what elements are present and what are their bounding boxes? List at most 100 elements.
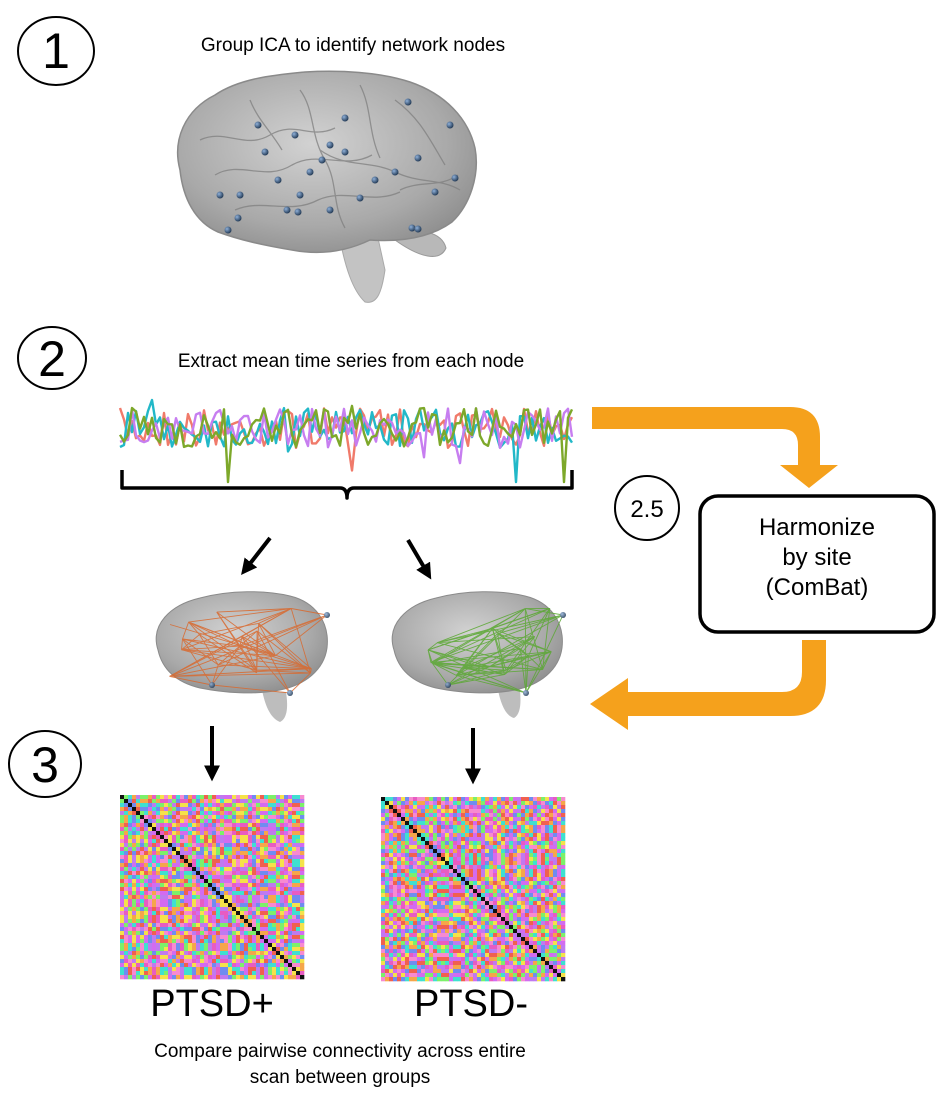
- matrix-cell: [517, 853, 522, 858]
- matrix-cell: [497, 973, 502, 978]
- matrix-cell: [216, 875, 221, 880]
- matrix-cell: [561, 849, 566, 854]
- matrix-cell: [457, 881, 462, 886]
- matrix-cell: [561, 945, 566, 950]
- matrix-cell: [549, 901, 554, 906]
- matrix-cell: [493, 797, 498, 802]
- matrix-cell: [445, 933, 450, 938]
- matrix-cell: [184, 959, 189, 964]
- connectivity-edge: [241, 636, 258, 671]
- matrix-cell: [553, 901, 558, 906]
- matrix-cell: [453, 977, 458, 982]
- matrix-cell: [493, 953, 498, 958]
- matrix-cell: [140, 903, 145, 908]
- matrix-cell: [136, 831, 141, 836]
- matrix-cell: [501, 837, 506, 842]
- matrix-cell: [204, 855, 209, 860]
- matrix-cell: [288, 855, 293, 860]
- matrix-cell: [425, 861, 430, 866]
- matrix-cell: [397, 849, 402, 854]
- matrix-cell: [529, 881, 534, 886]
- matrix-cell: [256, 839, 261, 844]
- matrix-cell: [144, 835, 149, 840]
- matrix-cell: [172, 947, 177, 952]
- matrix-cell: [252, 847, 257, 852]
- matrix-cell: [449, 813, 454, 818]
- matrix-cell: [393, 825, 398, 830]
- matrix-cell: [252, 887, 257, 892]
- matrix-cell: [136, 971, 141, 976]
- matrix-cell: [465, 933, 470, 938]
- matrix-cell: [481, 849, 486, 854]
- matrix-cell: [208, 799, 213, 804]
- matrix-cell: [469, 845, 474, 850]
- matrix-cell: [557, 877, 562, 882]
- matrix-cell: [429, 977, 434, 982]
- matrix-cell: [300, 799, 305, 804]
- matrix-cell: [553, 889, 558, 894]
- matrix-cell: [140, 891, 145, 896]
- matrix-cell: [192, 951, 197, 956]
- matrix-cell: [545, 829, 550, 834]
- matrix-cell: [497, 957, 502, 962]
- matrix-cell: [517, 801, 522, 806]
- matrix-cell: [192, 935, 197, 940]
- matrix-cell: [397, 933, 402, 938]
- matrix-cell: [497, 913, 502, 918]
- matrix-cell: [224, 915, 229, 920]
- matrix-cell: [180, 967, 185, 972]
- matrix-cell: [521, 925, 526, 930]
- matrix-cell: [409, 845, 414, 850]
- matrix-cell: [409, 865, 414, 870]
- matrix-cell: [397, 945, 402, 950]
- matrix-cell: [204, 795, 209, 800]
- matrix-cell: [525, 921, 530, 926]
- matrix-cell: [389, 825, 394, 830]
- matrix-cell: [204, 907, 209, 912]
- matrix-cell: [220, 807, 225, 812]
- matrix-cell: [288, 819, 293, 824]
- matrix-cell: [168, 899, 173, 904]
- matrix-cell: [196, 863, 201, 868]
- matrix-cell: [212, 807, 217, 812]
- matrix-cell: [236, 911, 241, 916]
- matrix-cell: [397, 805, 402, 810]
- matrix-cell: [208, 911, 213, 916]
- connectivity-edge: [525, 608, 564, 616]
- matrix-cell: [132, 947, 137, 952]
- matrix-cell: [160, 947, 165, 952]
- matrix-cell: [268, 847, 273, 852]
- matrix-cell: [541, 861, 546, 866]
- matrix-cell: [393, 837, 398, 842]
- matrix-cell: [252, 899, 257, 904]
- matrix-cell: [485, 857, 490, 862]
- matrix-cell: [429, 937, 434, 942]
- matrix-cell: [537, 865, 542, 870]
- matrix-cell: [453, 821, 458, 826]
- matrix-cell: [296, 975, 301, 980]
- matrix-cell: [196, 967, 201, 972]
- matrix-cell: [136, 943, 141, 948]
- matrix-cell: [505, 873, 510, 878]
- matrix-cell: [276, 931, 281, 936]
- matrix-cell: [292, 803, 297, 808]
- matrix-cell: [489, 925, 494, 930]
- matrix-cell: [465, 845, 470, 850]
- matrix-cell: [252, 939, 257, 944]
- matrix-cell: [148, 859, 153, 864]
- matrix-cell: [176, 859, 181, 864]
- matrix-cell: [505, 825, 510, 830]
- matrix-cell: [244, 891, 249, 896]
- matrix-cell: [549, 837, 554, 842]
- matrix-cell: [288, 807, 293, 812]
- matrix-cell: [296, 855, 301, 860]
- matrix-cell: [437, 797, 442, 802]
- matrix-cell: [429, 821, 434, 826]
- matrix-cell: [168, 795, 173, 800]
- matrix-cell: [477, 877, 482, 882]
- matrix-cell: [216, 795, 221, 800]
- matrix-cell: [236, 811, 241, 816]
- matrix-cell: [288, 883, 293, 888]
- matrix-cell: [405, 921, 410, 926]
- matrix-cell: [132, 959, 137, 964]
